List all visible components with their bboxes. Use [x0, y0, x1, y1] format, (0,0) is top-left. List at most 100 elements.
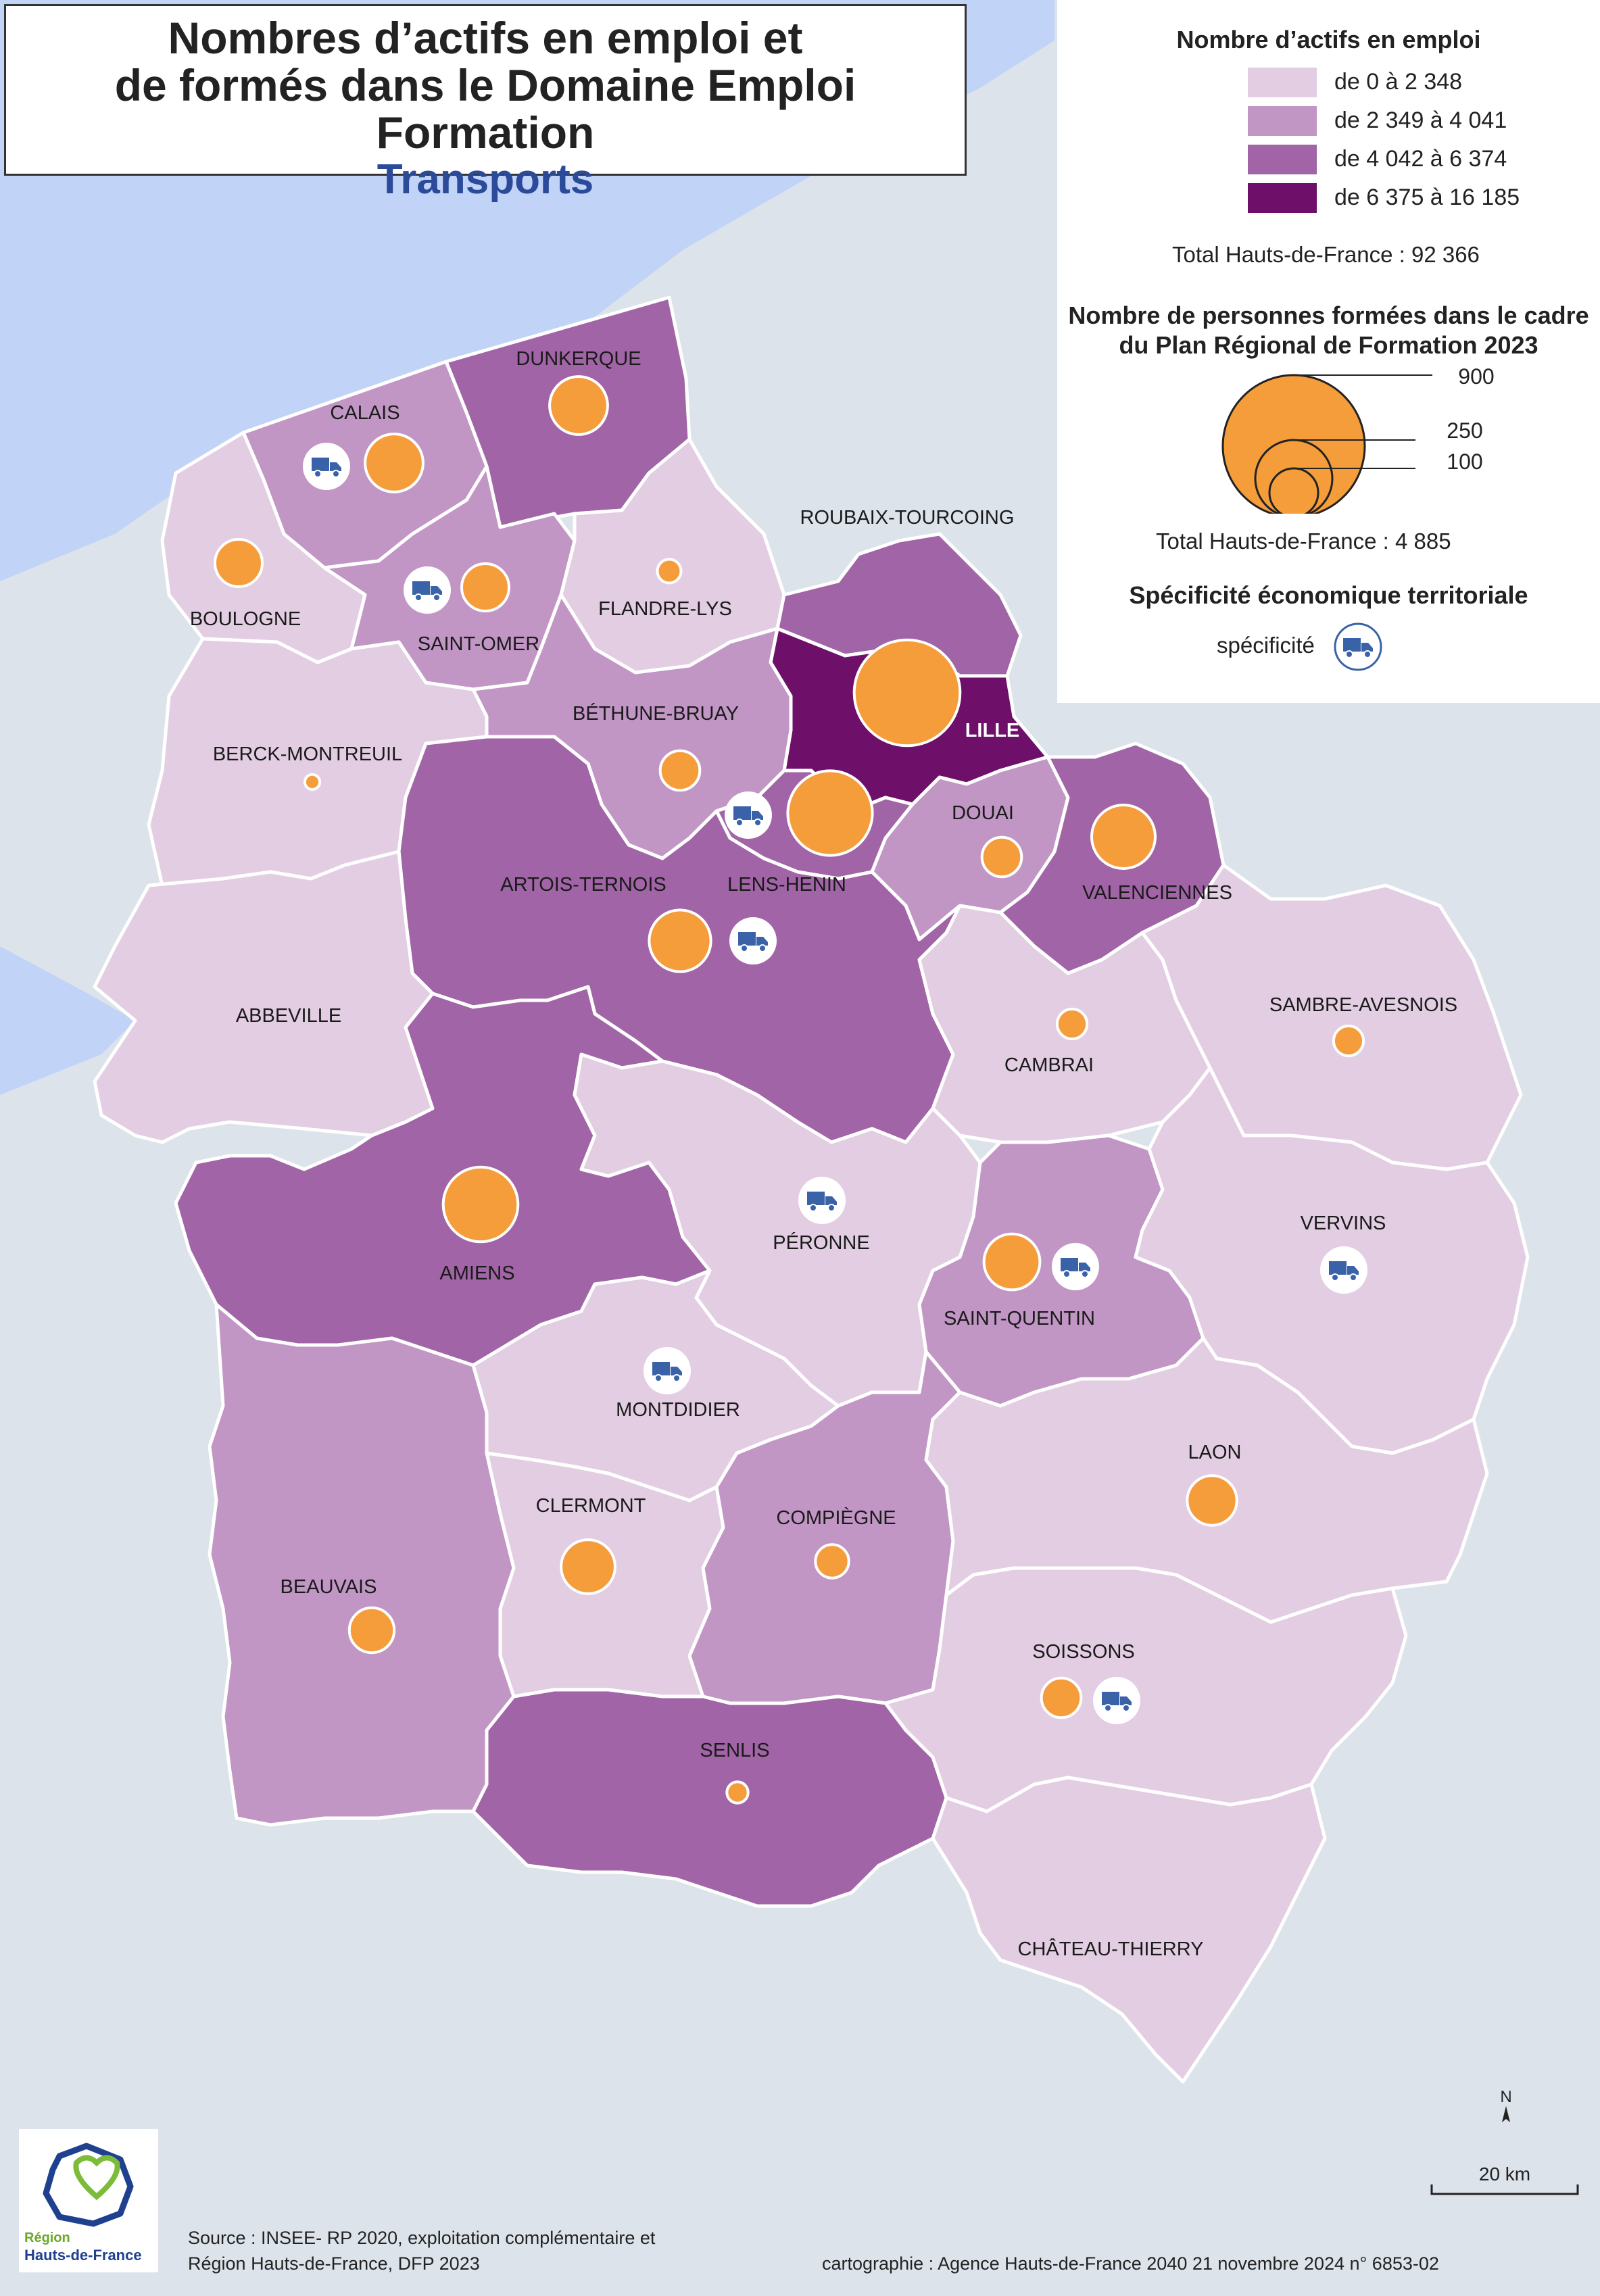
zone-chateau-thierry [931, 1776, 1327, 2084]
trained-circle-flandre-lys [656, 558, 683, 585]
trained-circle-douai [980, 835, 1023, 879]
logo-text-1: Région [24, 2230, 70, 2245]
truck-icon [1319, 1246, 1368, 1294]
trained-circle-beauvais [347, 1606, 396, 1655]
legend-truck-icon [1334, 622, 1382, 671]
zone-label-flandre-lys: FLANDRE-LYS [598, 598, 732, 620]
trained-circle-saint-omer [460, 562, 510, 612]
title-box: Nombres d’actifs en emploi et de formés … [4, 4, 967, 203]
logo-text-2: Hauts-de-France [24, 2247, 142, 2264]
zone-label-soissons: SOISSONS [1032, 1641, 1135, 1663]
zone-label-artois-ternois: ARTOIS-TERNOIS [500, 874, 666, 896]
zone-label-clermont: CLERMONT [536, 1495, 646, 1517]
zone-label-montdidier: MONTDIDIER [616, 1399, 740, 1421]
truck-icon [724, 791, 773, 839]
legend-formes-heading-1: Nombre de personnes formées dans le cadr… [1068, 301, 1589, 329]
legend-formes-total: Total Hauts-de-France : 4 885 [1156, 529, 1451, 554]
zone-label-valenciennes: VALENCIENNES [1082, 882, 1232, 904]
trained-circle-clermont [560, 1538, 616, 1595]
trained-circle-dunkerque [548, 375, 609, 436]
zone-label-berck-montreuil: BERCK-MONTREUIL [213, 743, 402, 765]
legend-circle-label-250: 250 [1447, 418, 1482, 443]
legend-actifs-heading: Nombre d’actifs en emploi [1176, 26, 1481, 53]
legend-formes-heading-2: du Plan Régional de Formation 2023 [1119, 331, 1538, 359]
zone-label-douai: DOUAI [952, 802, 1014, 824]
zone-beauvais [208, 1302, 516, 1827]
region-logo: Région Hauts-de-France [19, 2129, 158, 2272]
zone-label-dunkerque: DUNKERQUE [516, 348, 641, 370]
trained-circle-saint-quentin [982, 1232, 1042, 1292]
trained-circle-valenciennes [1090, 804, 1157, 870]
legend-circle-sizes: 900 250 100 [1221, 364, 1495, 514]
title-subtitle: Transports [377, 156, 594, 203]
zone-label-sambre-avesnois: SAMBRE-AVESNOIS [1269, 994, 1457, 1016]
source-line-1: Source : INSEE- RP 2020, exploitation co… [188, 2228, 656, 2248]
zone-label-roubaix-tourcoing: ROUBAIX-TOURCOING [800, 507, 1015, 529]
trained-circle-calais [364, 433, 425, 493]
somme-bay [0, 946, 135, 1095]
legend-swatch [1248, 145, 1317, 174]
zone-label-lens-henin: LENS-HENIN [727, 874, 846, 896]
truck-icon [1051, 1242, 1100, 1291]
trained-circle-compiegne [814, 1543, 850, 1580]
legend-specificite-heading: Spécificité économique territoriale [1129, 581, 1528, 609]
truck-icon [1092, 1676, 1141, 1725]
truck-icon [302, 442, 351, 491]
truck-icon [798, 1176, 846, 1225]
legend-circle-label-100: 100 [1447, 449, 1482, 474]
north-label: N [1500, 2088, 1511, 2106]
legend-circle-label-900: 900 [1458, 364, 1494, 389]
zone-label-compiegne: COMPIÈGNE [776, 1507, 896, 1529]
truck-icon [403, 566, 452, 614]
zone-label-calais: CALAIS [330, 402, 399, 424]
zone-abbeville [93, 850, 435, 1144]
scale-bar: 20 km [1430, 2164, 1579, 2195]
trained-circle-amiens [441, 1165, 520, 1244]
zone-label-abbeville: ABBEVILLE [236, 1005, 341, 1027]
trained-circle-cambrai [1055, 1007, 1089, 1041]
legend-actifs-total: Total Hauts-de-France : 92 366 [1172, 242, 1480, 267]
trained-circle-senlis [725, 1780, 750, 1805]
zone-label-vervins: VERVINS [1301, 1213, 1386, 1234]
trained-circle-lille [852, 638, 962, 748]
legend-class-label: de 6 375 à 16 185 [1334, 185, 1520, 210]
zone-label-beauvais: BEAUVAIS [281, 1576, 377, 1598]
zone-label-senlis: SENLIS [700, 1740, 769, 1761]
logo-france-shape [43, 2143, 134, 2227]
trained-circle-boulogne [214, 538, 264, 588]
zone-label-lille: LILLE [965, 720, 1020, 741]
trained-circle-artois-ternois [648, 908, 712, 973]
legend-class-label: de 2 349 à 4 041 [1334, 107, 1507, 133]
north-arrow: N [1500, 2088, 1512, 2122]
zone-label-amiens: AMIENS [439, 1263, 514, 1284]
source-line-2: Région Hauts-de-France, DFP 2023 [188, 2253, 480, 2274]
legend-specificite-label: spécificité [1217, 633, 1315, 658]
trained-circle-sambre-avesnois [1332, 1024, 1365, 1058]
zone-label-chateau-thierry: CHÂTEAU-THIERRY [1018, 1938, 1204, 1960]
zone-sambre-avesnois [1140, 863, 1523, 1171]
legend-swatch [1248, 183, 1317, 213]
title-line-1: Nombres d’actifs en emploi et [168, 13, 803, 63]
legend-class-label: de 4 042 à 6 374 [1334, 146, 1507, 172]
scale-label: 20 km [1479, 2164, 1530, 2184]
trained-circle-berck-montreuil [303, 773, 322, 791]
legend-class-label: de 0 à 2 348 [1334, 69, 1463, 95]
title-line-2: de formés dans le Domaine Emploi Formati… [114, 60, 856, 157]
legend-swatch [1248, 68, 1317, 97]
legend: Nombre d’actifs en emploi de 0 à 2 348 d… [1057, 0, 1600, 703]
zone-label-boulogne: BOULOGNE [190, 608, 301, 630]
zone-label-peronne: PÉRONNE [773, 1231, 869, 1254]
trained-circle-bethune-bruay [658, 749, 702, 792]
truck-icon [729, 917, 777, 965]
zone-label-saint-omer: SAINT-OMER [418, 633, 539, 655]
credits: cartographie : Agence Hauts-de-France 20… [822, 2253, 1439, 2274]
zone-label-cambrai: CAMBRAI [1004, 1054, 1094, 1076]
zone-label-laon: LAON [1188, 1442, 1242, 1463]
zone-label-bethune-bruay: BÉTHUNE-BRUAY [573, 702, 739, 725]
trained-circle-laon [1186, 1474, 1238, 1527]
zone-senlis [471, 1688, 948, 1908]
trained-circle-lens-henin [786, 769, 874, 857]
legend-circle-900 [1221, 374, 1366, 514]
trained-circle-soissons [1040, 1676, 1083, 1719]
zone-label-saint-quentin: SAINT-QUENTIN [944, 1308, 1095, 1329]
